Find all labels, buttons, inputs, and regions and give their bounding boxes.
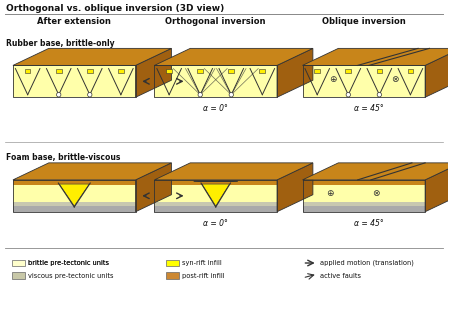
Text: ⊗: ⊗ <box>372 189 380 198</box>
Bar <box>346 69 351 73</box>
Bar <box>314 69 320 73</box>
Text: applied motion (translation): applied motion (translation) <box>320 260 414 266</box>
Polygon shape <box>155 66 277 97</box>
Text: viscous pre-tectonic units: viscous pre-tectonic units <box>28 273 114 279</box>
Text: Oblique inversion: Oblique inversion <box>322 17 406 26</box>
Bar <box>166 69 172 73</box>
Polygon shape <box>302 163 461 180</box>
Circle shape <box>229 92 233 97</box>
Polygon shape <box>302 202 425 206</box>
Polygon shape <box>13 185 136 202</box>
Text: α = 0°: α = 0° <box>203 104 228 113</box>
Circle shape <box>56 92 61 97</box>
Polygon shape <box>13 206 136 212</box>
Bar <box>87 69 92 73</box>
Bar <box>259 69 265 73</box>
Text: α: α <box>473 52 474 58</box>
Text: Rubber base, brittle-only: Rubber base, brittle-only <box>6 39 115 48</box>
Polygon shape <box>13 163 172 180</box>
Bar <box>56 69 62 73</box>
Text: Foam base, brittle-viscous: Foam base, brittle-viscous <box>6 153 121 162</box>
Polygon shape <box>13 66 136 97</box>
Text: ⊕: ⊕ <box>326 189 333 198</box>
Polygon shape <box>13 202 136 206</box>
Polygon shape <box>155 180 277 185</box>
Text: active faults: active faults <box>320 273 362 279</box>
Polygon shape <box>155 202 277 206</box>
Bar <box>166 260 179 266</box>
Circle shape <box>346 92 350 97</box>
Bar <box>12 260 25 266</box>
Polygon shape <box>13 180 136 185</box>
Polygon shape <box>202 184 229 206</box>
Polygon shape <box>277 49 313 97</box>
Text: Orthogonal inversion: Orthogonal inversion <box>165 17 266 26</box>
Text: brittle pre-tectonic units: brittle pre-tectonic units <box>28 260 109 266</box>
Circle shape <box>88 92 92 97</box>
Polygon shape <box>13 49 172 66</box>
Bar <box>118 69 124 73</box>
Text: α = 0°: α = 0° <box>203 219 228 228</box>
Circle shape <box>377 92 382 97</box>
Polygon shape <box>302 206 425 212</box>
Bar <box>228 69 234 73</box>
Polygon shape <box>277 163 313 212</box>
Polygon shape <box>302 49 461 66</box>
Polygon shape <box>302 185 425 202</box>
Text: ⊗: ⊗ <box>391 75 398 84</box>
Bar <box>197 69 203 73</box>
Polygon shape <box>425 163 461 212</box>
Polygon shape <box>136 163 172 212</box>
Bar <box>376 69 382 73</box>
Polygon shape <box>155 163 313 180</box>
Polygon shape <box>155 185 277 202</box>
Polygon shape <box>425 49 461 97</box>
Polygon shape <box>136 49 172 97</box>
Polygon shape <box>302 180 425 185</box>
Bar <box>408 69 413 73</box>
Circle shape <box>198 92 202 97</box>
Polygon shape <box>155 206 277 212</box>
Polygon shape <box>302 66 425 97</box>
Text: α = 45°: α = 45° <box>354 104 383 113</box>
Text: brittle pre-tectonic units: brittle pre-tectonic units <box>28 260 109 266</box>
Text: ⊕: ⊕ <box>329 75 337 84</box>
Bar <box>166 273 179 279</box>
Text: Orthogonal vs. oblique inversion (3D view): Orthogonal vs. oblique inversion (3D vie… <box>6 4 225 13</box>
Polygon shape <box>59 184 89 206</box>
Text: After extension: After extension <box>37 17 111 26</box>
Text: α = 45°: α = 45° <box>354 219 383 228</box>
Text: syn-rift infill: syn-rift infill <box>182 260 221 266</box>
Bar <box>25 69 30 73</box>
Text: α: α <box>473 166 474 172</box>
Bar <box>12 273 25 279</box>
Text: post-rift infill: post-rift infill <box>182 273 224 279</box>
Polygon shape <box>155 49 313 66</box>
